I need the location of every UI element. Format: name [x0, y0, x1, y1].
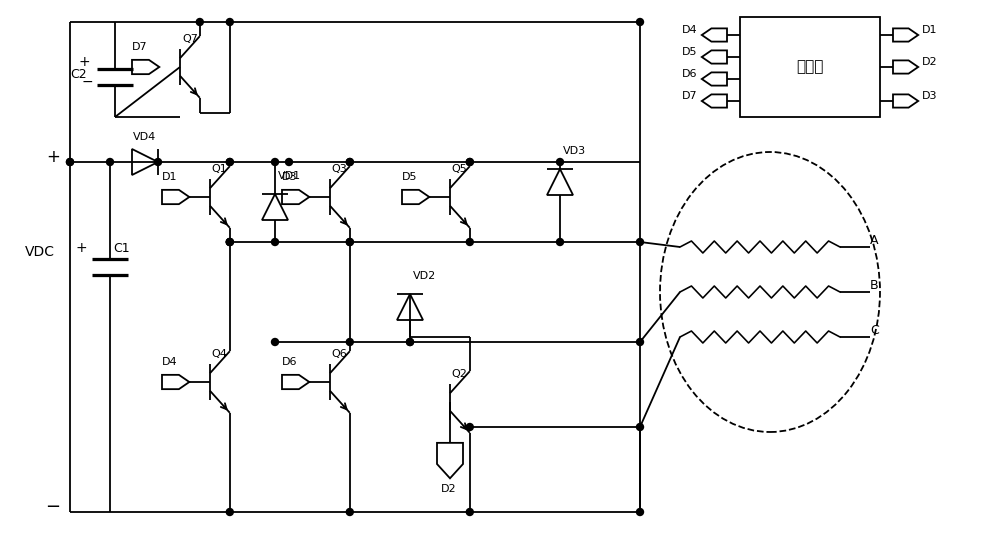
Circle shape — [226, 238, 233, 246]
Circle shape — [466, 238, 473, 246]
Text: D2: D2 — [922, 57, 938, 67]
Circle shape — [226, 508, 233, 515]
Text: D6: D6 — [682, 69, 698, 79]
Text: −: − — [81, 75, 93, 89]
Text: B: B — [870, 279, 879, 292]
Circle shape — [272, 158, 278, 165]
Circle shape — [226, 238, 233, 246]
Text: 单片机: 单片机 — [796, 60, 824, 74]
Circle shape — [106, 158, 114, 165]
Circle shape — [286, 158, 292, 165]
Circle shape — [226, 238, 233, 246]
Text: VDC: VDC — [25, 245, 55, 259]
Text: Q3: Q3 — [331, 164, 347, 174]
Circle shape — [196, 18, 203, 25]
Text: D2: D2 — [441, 484, 457, 494]
Text: +: + — [75, 241, 87, 255]
Text: D3: D3 — [282, 172, 298, 182]
Circle shape — [637, 508, 644, 515]
Text: VD2: VD2 — [413, 271, 436, 281]
Circle shape — [637, 238, 644, 246]
Text: Q4: Q4 — [211, 349, 227, 359]
Circle shape — [637, 339, 644, 345]
Text: −: − — [45, 498, 60, 516]
Text: D1: D1 — [162, 172, 178, 182]
Text: D5: D5 — [402, 172, 418, 182]
Text: D7: D7 — [132, 42, 148, 52]
Circle shape — [66, 158, 74, 165]
Circle shape — [272, 339, 278, 345]
Text: D4: D4 — [162, 357, 178, 367]
Circle shape — [406, 339, 414, 345]
Text: +: + — [78, 55, 90, 69]
Text: D6: D6 — [282, 357, 298, 367]
Circle shape — [346, 508, 353, 515]
Text: Q2: Q2 — [451, 369, 467, 379]
Text: C2: C2 — [70, 68, 87, 81]
Text: +: + — [46, 148, 60, 166]
Bar — [740, 17, 880, 117]
Circle shape — [226, 158, 233, 165]
Circle shape — [346, 339, 353, 345]
Circle shape — [556, 238, 564, 246]
Text: D3: D3 — [922, 91, 938, 101]
Circle shape — [637, 423, 644, 430]
Circle shape — [406, 339, 414, 345]
Circle shape — [466, 423, 473, 430]
Circle shape — [466, 508, 473, 515]
Circle shape — [637, 18, 644, 25]
Text: C1: C1 — [113, 242, 130, 255]
Circle shape — [346, 238, 353, 246]
Circle shape — [154, 158, 162, 165]
Text: D5: D5 — [682, 47, 698, 57]
Text: D1: D1 — [922, 25, 938, 35]
Text: A: A — [870, 234, 879, 247]
Circle shape — [346, 158, 353, 165]
Circle shape — [346, 238, 353, 246]
Text: VD1: VD1 — [278, 171, 301, 181]
Circle shape — [272, 238, 278, 246]
Text: D4: D4 — [682, 25, 698, 35]
Circle shape — [556, 158, 564, 165]
Circle shape — [66, 158, 74, 165]
Text: D7: D7 — [682, 91, 698, 101]
Circle shape — [466, 158, 473, 165]
Text: Q6: Q6 — [331, 349, 347, 359]
Text: VD4: VD4 — [133, 132, 157, 142]
Circle shape — [466, 158, 473, 165]
Text: Q1: Q1 — [211, 164, 227, 174]
Circle shape — [226, 18, 233, 25]
Text: VD3: VD3 — [563, 146, 586, 156]
Text: Q7: Q7 — [182, 34, 198, 44]
Circle shape — [226, 158, 233, 165]
Circle shape — [346, 158, 353, 165]
Text: Q5: Q5 — [451, 164, 467, 174]
Text: C: C — [870, 324, 879, 337]
